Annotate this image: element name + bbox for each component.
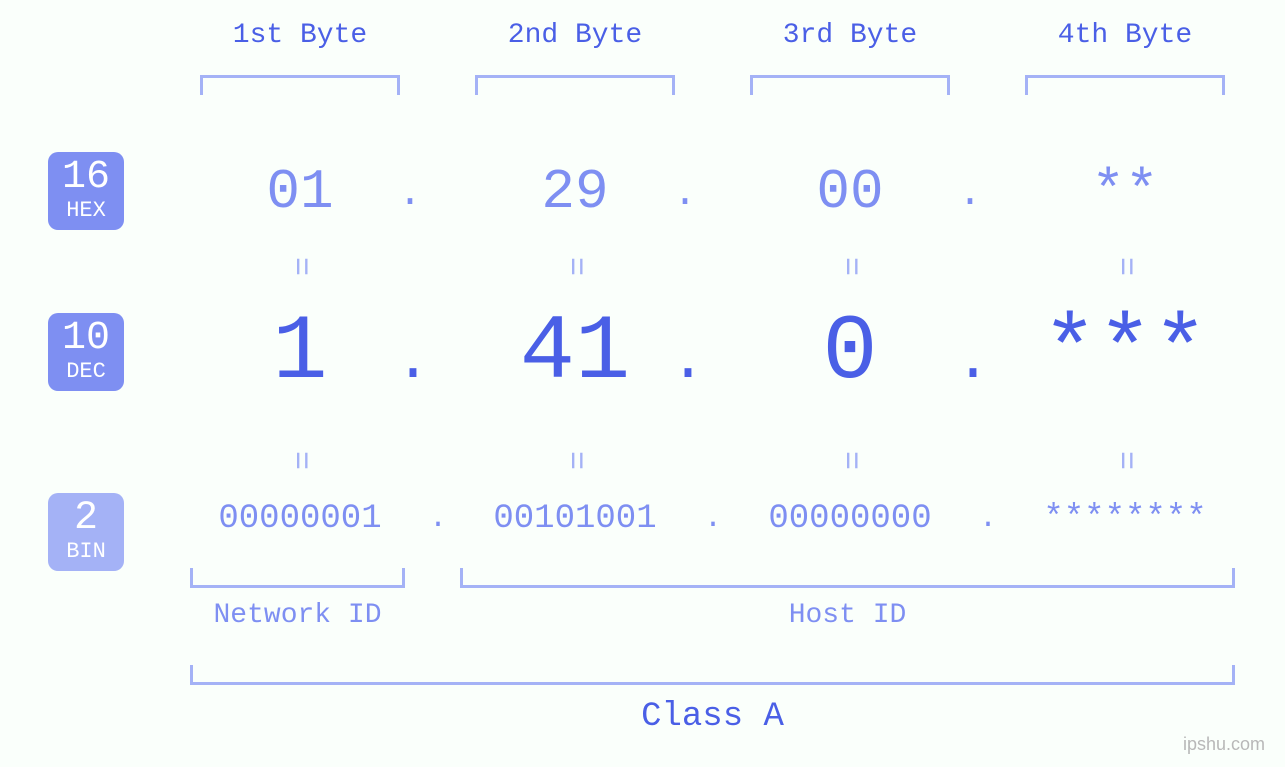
badge-hex-base: 16 [48,158,124,198]
eq-hexdec-3: = [832,247,869,287]
hex-byte-3: 00 [750,160,950,224]
dec-byte-1: 1 [170,300,430,405]
bin-byte-1: 00000001 [170,500,430,538]
label-network-id: Network ID [190,600,405,631]
eq-decbin-2: = [557,441,594,481]
badge-dec-label: DEC [48,361,124,383]
hex-byte-1: 01 [200,160,400,224]
badge-bin-label: BIN [48,541,124,563]
dec-dot-3: . [955,328,985,396]
bracket-class [190,665,1235,685]
hex-dot-1: . [395,172,425,217]
badge-dec: 10 DEC [48,313,124,391]
badge-dec-base: 10 [48,319,124,359]
dec-dot-1: . [395,328,425,396]
bin-byte-4: ******** [995,500,1255,538]
badge-hex: 16 HEX [48,152,124,230]
bracket-network-id [190,568,405,588]
byte-header-2: 2nd Byte [475,20,675,51]
byte-header-1: 1st Byte [200,20,400,51]
bin-byte-2: 00101001 [445,500,705,538]
bracket-byte-4 [1025,75,1225,95]
badge-hex-label: HEX [48,200,124,222]
bracket-byte-3 [750,75,950,95]
eq-hexdec-2: = [557,247,594,287]
bracket-host-id [460,568,1235,588]
byte-header-4: 4th Byte [1025,20,1225,51]
hex-byte-2: 29 [475,160,675,224]
dec-byte-2: 41 [445,300,705,405]
bin-byte-3: 00000000 [720,500,980,538]
eq-decbin-1: = [282,441,319,481]
ip-bases-diagram: { "colors": { "background": "#fafffb", "… [0,0,1285,767]
dec-byte-3: 0 [720,300,980,405]
label-host-id: Host ID [460,600,1235,631]
dec-byte-4: *** [995,300,1255,405]
eq-decbin-4: = [1107,441,1144,481]
byte-header-3: 3rd Byte [750,20,950,51]
eq-hexdec-4: = [1107,247,1144,287]
eq-decbin-3: = [832,441,869,481]
hex-dot-2: . [670,172,700,217]
hex-byte-4: ** [1025,160,1225,224]
label-class: Class A [190,698,1235,736]
badge-bin-base: 2 [48,499,124,539]
bracket-byte-1 [200,75,400,95]
badge-bin: 2 BIN [48,493,124,571]
dec-dot-2: . [670,328,700,396]
bracket-byte-2 [475,75,675,95]
eq-hexdec-1: = [282,247,319,287]
hex-dot-3: . [955,172,985,217]
watermark: ipshu.com [1183,734,1265,755]
